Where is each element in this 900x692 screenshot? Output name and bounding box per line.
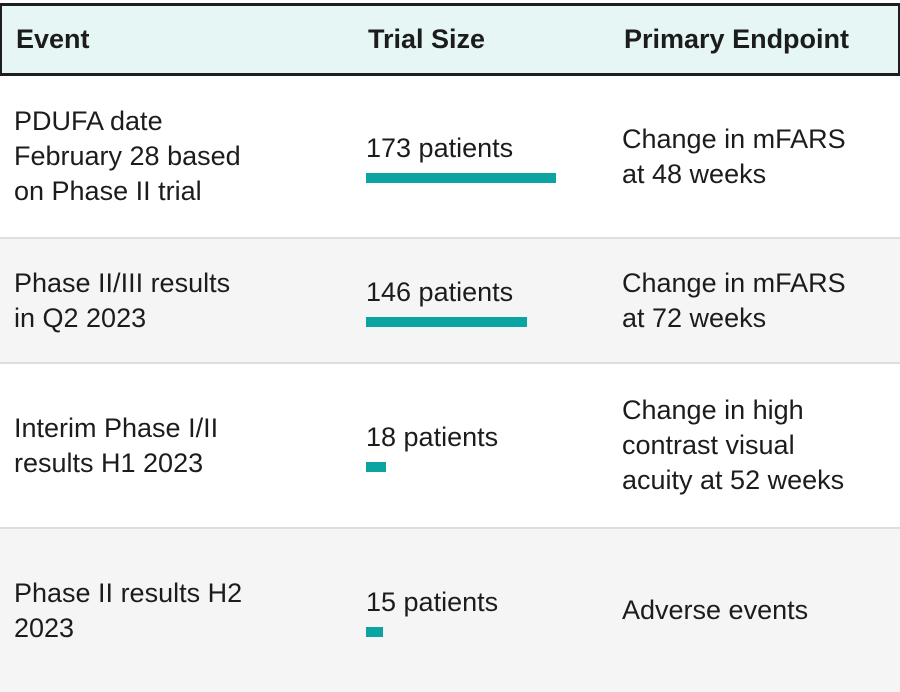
trials-table: Event Trial Size Primary Endpoint PDUFA …: [0, 3, 900, 692]
trial-size-label: 15 patients: [366, 586, 499, 617]
endpoint-cell: Change in high contrast visual acuity at…: [622, 395, 845, 495]
trial-size-label: 18 patients: [366, 421, 499, 452]
trial-size-bar: [366, 172, 556, 183]
event-cell: Phase II/III results in Q2 2023: [14, 267, 231, 333]
event-cell: Phase II results H2 2023: [14, 577, 243, 643]
table-row: Phase II/III results in Q2 2023 146 pati…: [0, 237, 900, 362]
column-header-event: Event: [16, 24, 90, 54]
trial-size-cell: 173 patients: [366, 131, 622, 183]
trial-size-bar: [366, 461, 386, 472]
endpoint-cell: Change in mFARS at 72 weeks: [622, 267, 846, 333]
column-header-trial-size: Trial Size: [368, 24, 486, 54]
trial-size-cell: 18 patients: [366, 420, 622, 472]
table-header-row: Event Trial Size Primary Endpoint: [0, 3, 900, 76]
trial-size-cell: 146 patients: [366, 275, 622, 327]
trial-size-bar: [366, 316, 527, 327]
trial-size-label: 146 patients: [366, 276, 514, 307]
trial-size-cell: 15 patients: [366, 585, 622, 637]
column-header-primary-endpoint: Primary Endpoint: [624, 24, 850, 54]
table-row: Phase II results H2 2023 15 patients Adv…: [0, 527, 900, 692]
table-row: PDUFA date February 28 based on Phase II…: [0, 76, 900, 237]
trial-size-bar: [366, 626, 383, 637]
endpoint-cell: Adverse events: [622, 595, 809, 625]
event-cell: PDUFA date February 28 based on Phase II…: [14, 106, 241, 206]
table-row: Interim Phase I/II results H1 2023 18 pa…: [0, 362, 900, 527]
endpoint-cell: Change in mFARS at 48 weeks: [622, 123, 846, 189]
event-cell: Interim Phase I/II results H1 2023: [14, 412, 219, 478]
trial-size-label: 173 patients: [366, 132, 514, 163]
